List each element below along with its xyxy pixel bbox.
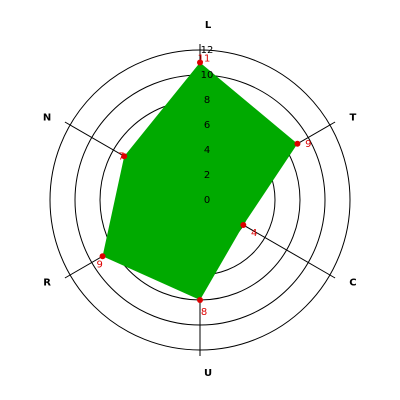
value-label: 11 bbox=[198, 54, 211, 65]
r-tick-label: 2 bbox=[204, 170, 210, 181]
r-tick-label: 0 bbox=[204, 195, 210, 206]
value-label: 8 bbox=[201, 307, 207, 318]
r-tick-label: 4 bbox=[204, 145, 210, 156]
value-label: 9 bbox=[96, 259, 102, 270]
category-label: L bbox=[205, 20, 212, 31]
r-tick-label: 6 bbox=[204, 120, 210, 131]
value-label: 4 bbox=[251, 228, 257, 239]
r-tick-label: 10 bbox=[201, 70, 214, 81]
category-label: C bbox=[349, 278, 356, 289]
data-point bbox=[99, 253, 106, 260]
data-point bbox=[197, 59, 203, 66]
data-point bbox=[197, 297, 203, 303]
value-label: 9 bbox=[305, 139, 311, 150]
data-point bbox=[294, 140, 301, 147]
category-label: R bbox=[43, 278, 51, 289]
r-tick-label: 8 bbox=[204, 95, 210, 106]
value-label: 7 bbox=[118, 151, 124, 162]
category-label: U bbox=[204, 368, 212, 379]
data-point bbox=[121, 153, 128, 160]
data-area bbox=[102, 62, 298, 300]
r-tick-label: 12 bbox=[201, 45, 214, 56]
category-label: T bbox=[349, 113, 356, 124]
category-label: N bbox=[43, 113, 51, 124]
data-point bbox=[240, 222, 247, 228]
